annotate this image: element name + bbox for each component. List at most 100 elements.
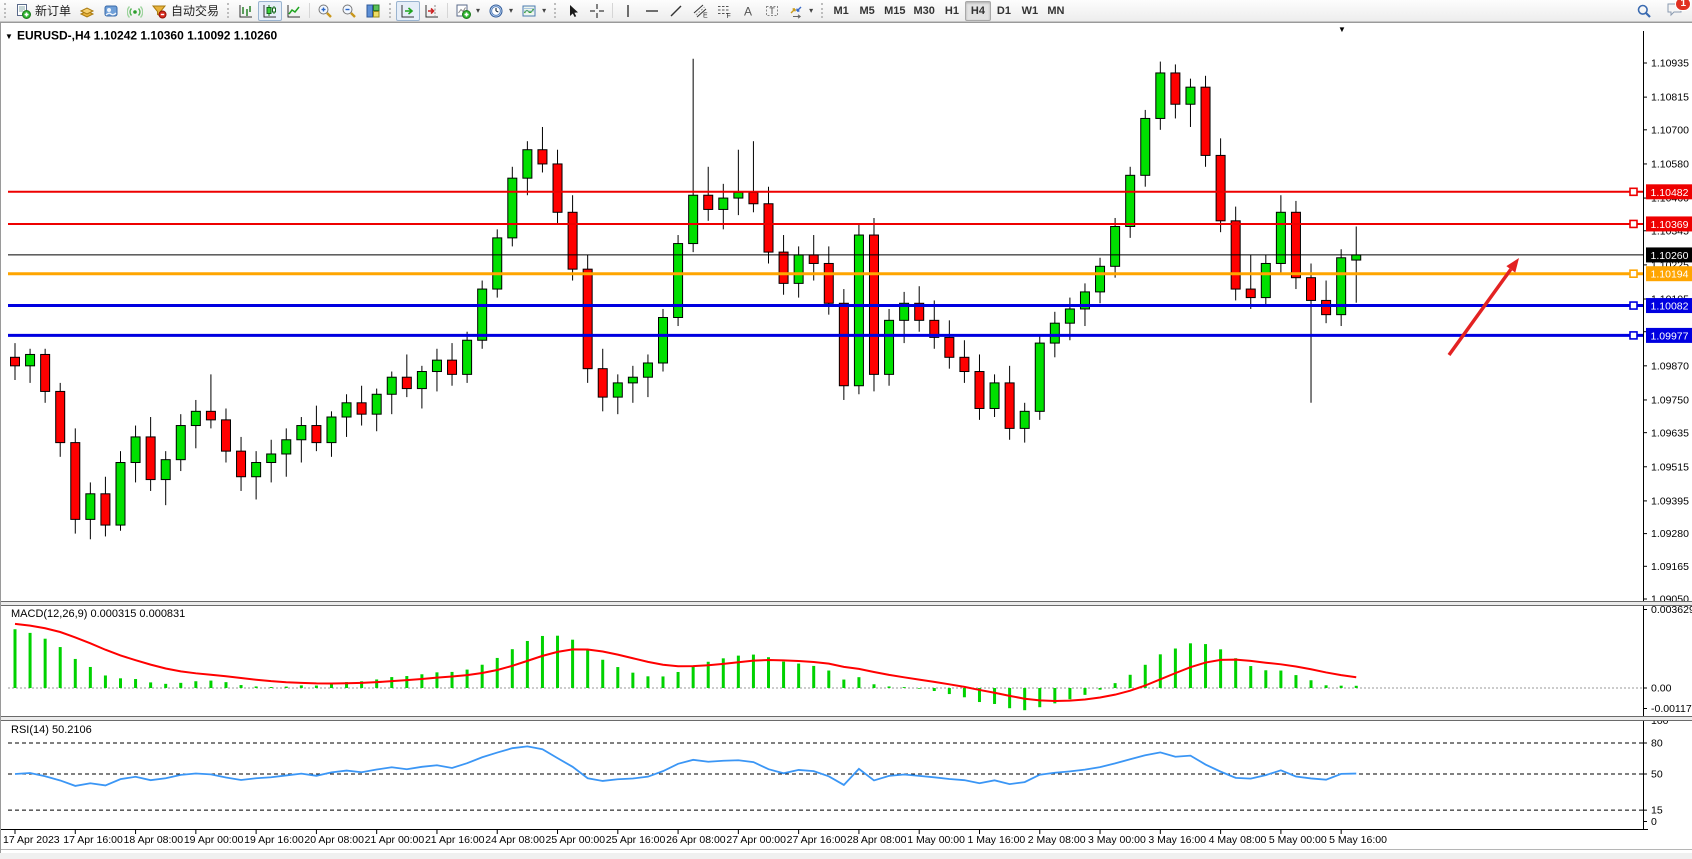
periods-button[interactable]: ▾: [484, 1, 517, 21]
auto-scroll-button[interactable]: [396, 0, 421, 21]
pane-splitter[interactable]: [1, 716, 1692, 721]
autotrading-label: 自动交易: [171, 4, 220, 18]
candle-body: [462, 339, 473, 375]
chart-window[interactable]: 1.109351.108151.107001.105801.104601.103…: [0, 22, 1692, 853]
timeframe-button-w1[interactable]: W1: [1017, 1, 1043, 21]
candle-body: [914, 302, 925, 321]
candle-body: [884, 319, 895, 375]
candle-body: [673, 243, 684, 318]
timeframe-button-m5[interactable]: M5: [854, 1, 880, 21]
candle-body: [1275, 211, 1286, 264]
add-indicator-button[interactable]: ▾: [451, 1, 484, 21]
chart-canvas[interactable]: 1.109351.108151.107001.105801.104601.103…: [1, 23, 1692, 854]
candle-body: [1095, 265, 1106, 293]
cursor-button[interactable]: [561, 1, 585, 21]
chart-menu-arrow-icon[interactable]: ▼: [5, 32, 13, 41]
timeframe-button-h1[interactable]: H1: [939, 1, 965, 21]
line-chart-button[interactable]: [282, 1, 306, 21]
svg-text:F: F: [727, 13, 731, 19]
chart-title: EURUSD-,H4 1.10242 1.10360 1.10092 1.102…: [17, 29, 278, 43]
zoom-in-button[interactable]: [313, 1, 337, 21]
toolbar-drag-handle[interactable]: [554, 3, 557, 18]
candle-body: [296, 425, 307, 441]
chart-shift-button[interactable]: [420, 1, 444, 21]
fibonacci-button[interactable]: F: [712, 1, 736, 21]
timeframe-button-m15[interactable]: M15: [880, 1, 909, 21]
rsi-axis-label: 80: [1651, 738, 1663, 750]
signals-button[interactable]: [123, 1, 147, 21]
arrows-shapes-icon: [790, 6, 802, 19]
candle-body: [582, 268, 593, 370]
text-button[interactable]: A: [736, 1, 760, 21]
autotrading-button[interactable]: 自动交易: [147, 1, 223, 21]
arrows-shapes-button[interactable]: ▾: [784, 1, 817, 21]
timeframe-button-mn[interactable]: MN: [1043, 1, 1069, 21]
candle-body: [1321, 299, 1332, 316]
text-label-button[interactable]: T: [760, 1, 784, 21]
timeframe-button-d1[interactable]: D1: [991, 1, 1017, 21]
pane-splitter[interactable]: [1, 601, 1692, 606]
bar-chart-button[interactable]: [234, 1, 258, 21]
chat-button[interactable]: 1: [1666, 0, 1691, 20]
search-button[interactable]: [1632, 1, 1656, 21]
toolbar-drag-handle[interactable]: [389, 3, 392, 18]
equidistant-channel-button[interactable]: E: [688, 1, 712, 21]
line-anchor-handle[interactable]: [1629, 219, 1638, 229]
candlestick-chart-button[interactable]: [258, 0, 283, 21]
candle-body: [1125, 174, 1136, 228]
rsi-axis-label: 15: [1651, 805, 1663, 817]
candle-body: [266, 453, 277, 464]
time-tick-label: 1 May 16:00: [967, 834, 1025, 846]
toolbar-drag-handle[interactable]: [821, 3, 824, 18]
market-watch-button[interactable]: [75, 1, 99, 21]
line-anchor-handle[interactable]: [1629, 331, 1638, 340]
dropdown-caret-icon: ▾: [509, 6, 514, 15]
tile-windows-button[interactable]: [361, 1, 385, 21]
candle-body: [959, 356, 970, 373]
timeframe-button-m1[interactable]: M1: [828, 1, 854, 21]
timeframe-button-m30[interactable]: M30: [910, 1, 939, 21]
candle-body: [974, 371, 985, 409]
time-tick-label: 21 Apr 16:00: [425, 834, 485, 846]
timeframe-button-h4[interactable]: H4: [964, 0, 991, 21]
cursor-icon: [570, 4, 579, 17]
candle-body: [627, 376, 638, 384]
candle-body: [703, 194, 714, 210]
candle-body: [1034, 342, 1045, 412]
price-tick-label: 1.10700: [1651, 124, 1689, 136]
candle-body: [492, 237, 503, 290]
price-tick-label: 1.10580: [1651, 159, 1689, 171]
candle-body: [25, 353, 36, 367]
candle-body: [236, 450, 247, 478]
toolbar-drag-handle[interactable]: [4, 3, 6, 18]
templates-button[interactable]: ▾: [517, 1, 550, 21]
dropdown-caret-icon: ▾: [476, 6, 481, 15]
price-badge: [1646, 327, 1692, 343]
time-axis: 17 Apr 2023 17 Apr 16:00 18 Apr 08:00 19 Ap…: [3, 829, 1387, 846]
horizontal-line-button[interactable]: [640, 1, 664, 21]
zoom-out-button[interactable]: [337, 1, 361, 21]
data-window-button[interactable]: [99, 1, 123, 21]
toolbar-drag-handle[interactable]: [227, 3, 230, 18]
candle-body: [70, 442, 81, 520]
crosshair-button[interactable]: [585, 1, 609, 21]
arrow-annotation[interactable]: [1447, 258, 1519, 357]
autotrading-icon: [151, 5, 167, 18]
time-tick-label: 27 Apr 00:00: [726, 834, 786, 846]
candle-body: [808, 254, 819, 264]
price-tick-label: 1.09750: [1651, 395, 1689, 407]
line-anchor-handle[interactable]: [1629, 301, 1638, 310]
price-badge-label: 1.10369: [1651, 219, 1689, 231]
rsi-label: RSI(14) 50.2106: [11, 724, 92, 736]
trendline-button[interactable]: [664, 1, 688, 21]
vertical-line-button[interactable]: [616, 1, 640, 21]
line-anchor-handle[interactable]: [1629, 187, 1638, 197]
candle-body: [371, 393, 382, 415]
line-anchor-handle[interactable]: [1629, 269, 1638, 279]
svg-text:E: E: [703, 12, 708, 19]
time-tick-label: 5 May 00:00: [1269, 834, 1327, 846]
scroll-marker-icon[interactable]: ▼: [1338, 25, 1346, 34]
candle-body: [1290, 211, 1301, 279]
new-order-button[interactable]: 新订单: [11, 1, 75, 21]
candle-body: [115, 462, 126, 526]
